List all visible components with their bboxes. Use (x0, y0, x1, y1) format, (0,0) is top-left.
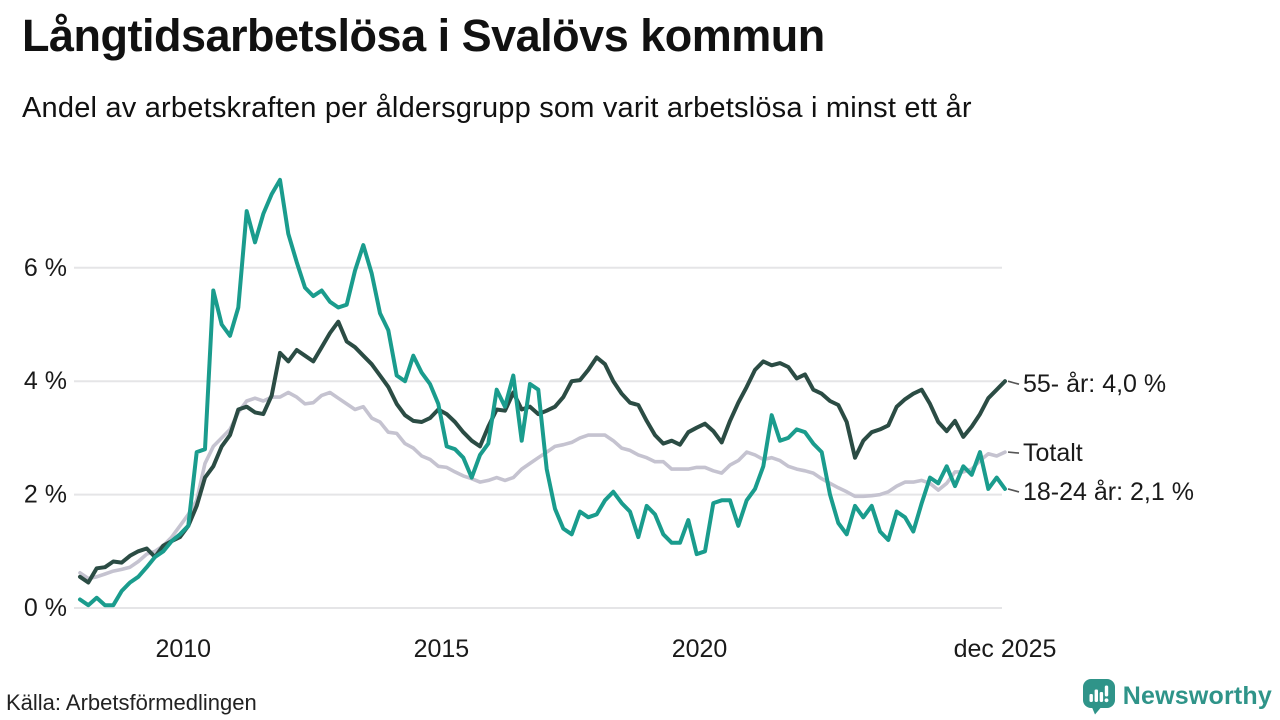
end-label-connector (1007, 380, 1020, 385)
end-label-55-plus: 55- år: 4,0 % (1023, 370, 1166, 398)
brand-name: Newsworthy (1122, 682, 1272, 710)
x-tick-label: 2015 (414, 635, 470, 663)
end-label-18-24: 18-24 år: 2,1 % (1023, 478, 1194, 506)
y-tick-label: 2 % (24, 481, 67, 509)
x-tick-label: 2020 (672, 635, 728, 663)
chart-subtitle: Andel av arbetskraften per åldersgrupp s… (22, 92, 972, 124)
x-tick-label: dec 2025 (954, 635, 1057, 663)
y-tick-label: 0 % (24, 594, 67, 622)
end-label-connector (1007, 451, 1020, 454)
end-label-connector (1007, 488, 1020, 493)
x-axis-labels: 2010 2015 2020 dec 2025 (155, 635, 1056, 663)
newsworthy-icon (1082, 678, 1116, 715)
source-note: Källa: Arbetsförmedlingen (6, 690, 257, 715)
y-tick-label: 4 % (24, 367, 67, 395)
series-line-18-24-r (78, 177, 1007, 608)
page-title: Långtidsarbetslösa i Svalövs kommun (22, 10, 825, 61)
series-lines (78, 177, 1007, 608)
brand-logo[interactable]: Newsworthy (1082, 678, 1272, 715)
y-axis-labels: 0 % 2 % 4 % 6 % (24, 254, 67, 622)
series-line-55-r (78, 319, 1007, 585)
gridlines (74, 266, 1002, 609)
end-label-connectors (1007, 380, 1020, 493)
y-tick-label: 6 % (24, 254, 67, 282)
x-tick-label: 2010 (155, 635, 211, 663)
end-labels: 55- år: 4,0 % Totalt 18-24 år: 2,1 % (1023, 370, 1194, 506)
end-label-totalt: Totalt (1023, 439, 1083, 467)
